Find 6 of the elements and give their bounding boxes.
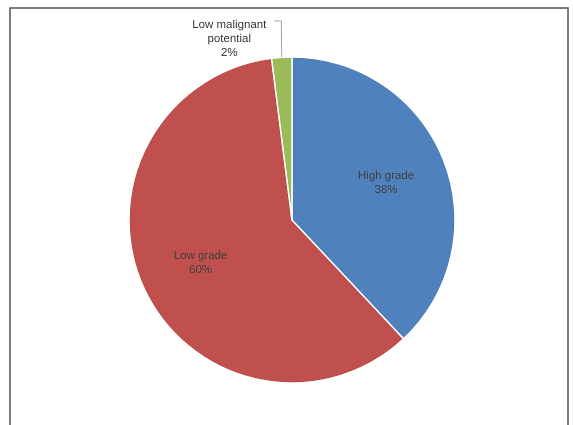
slice-label: Low malignant potential — [192, 19, 268, 46]
slice-label: High grade — [358, 170, 414, 182]
data-label: 38% — [374, 184, 398, 196]
data-label: 60% — [189, 264, 212, 276]
data-label: 2% — [220, 47, 238, 60]
slice-label: Low grade — [174, 250, 228, 262]
